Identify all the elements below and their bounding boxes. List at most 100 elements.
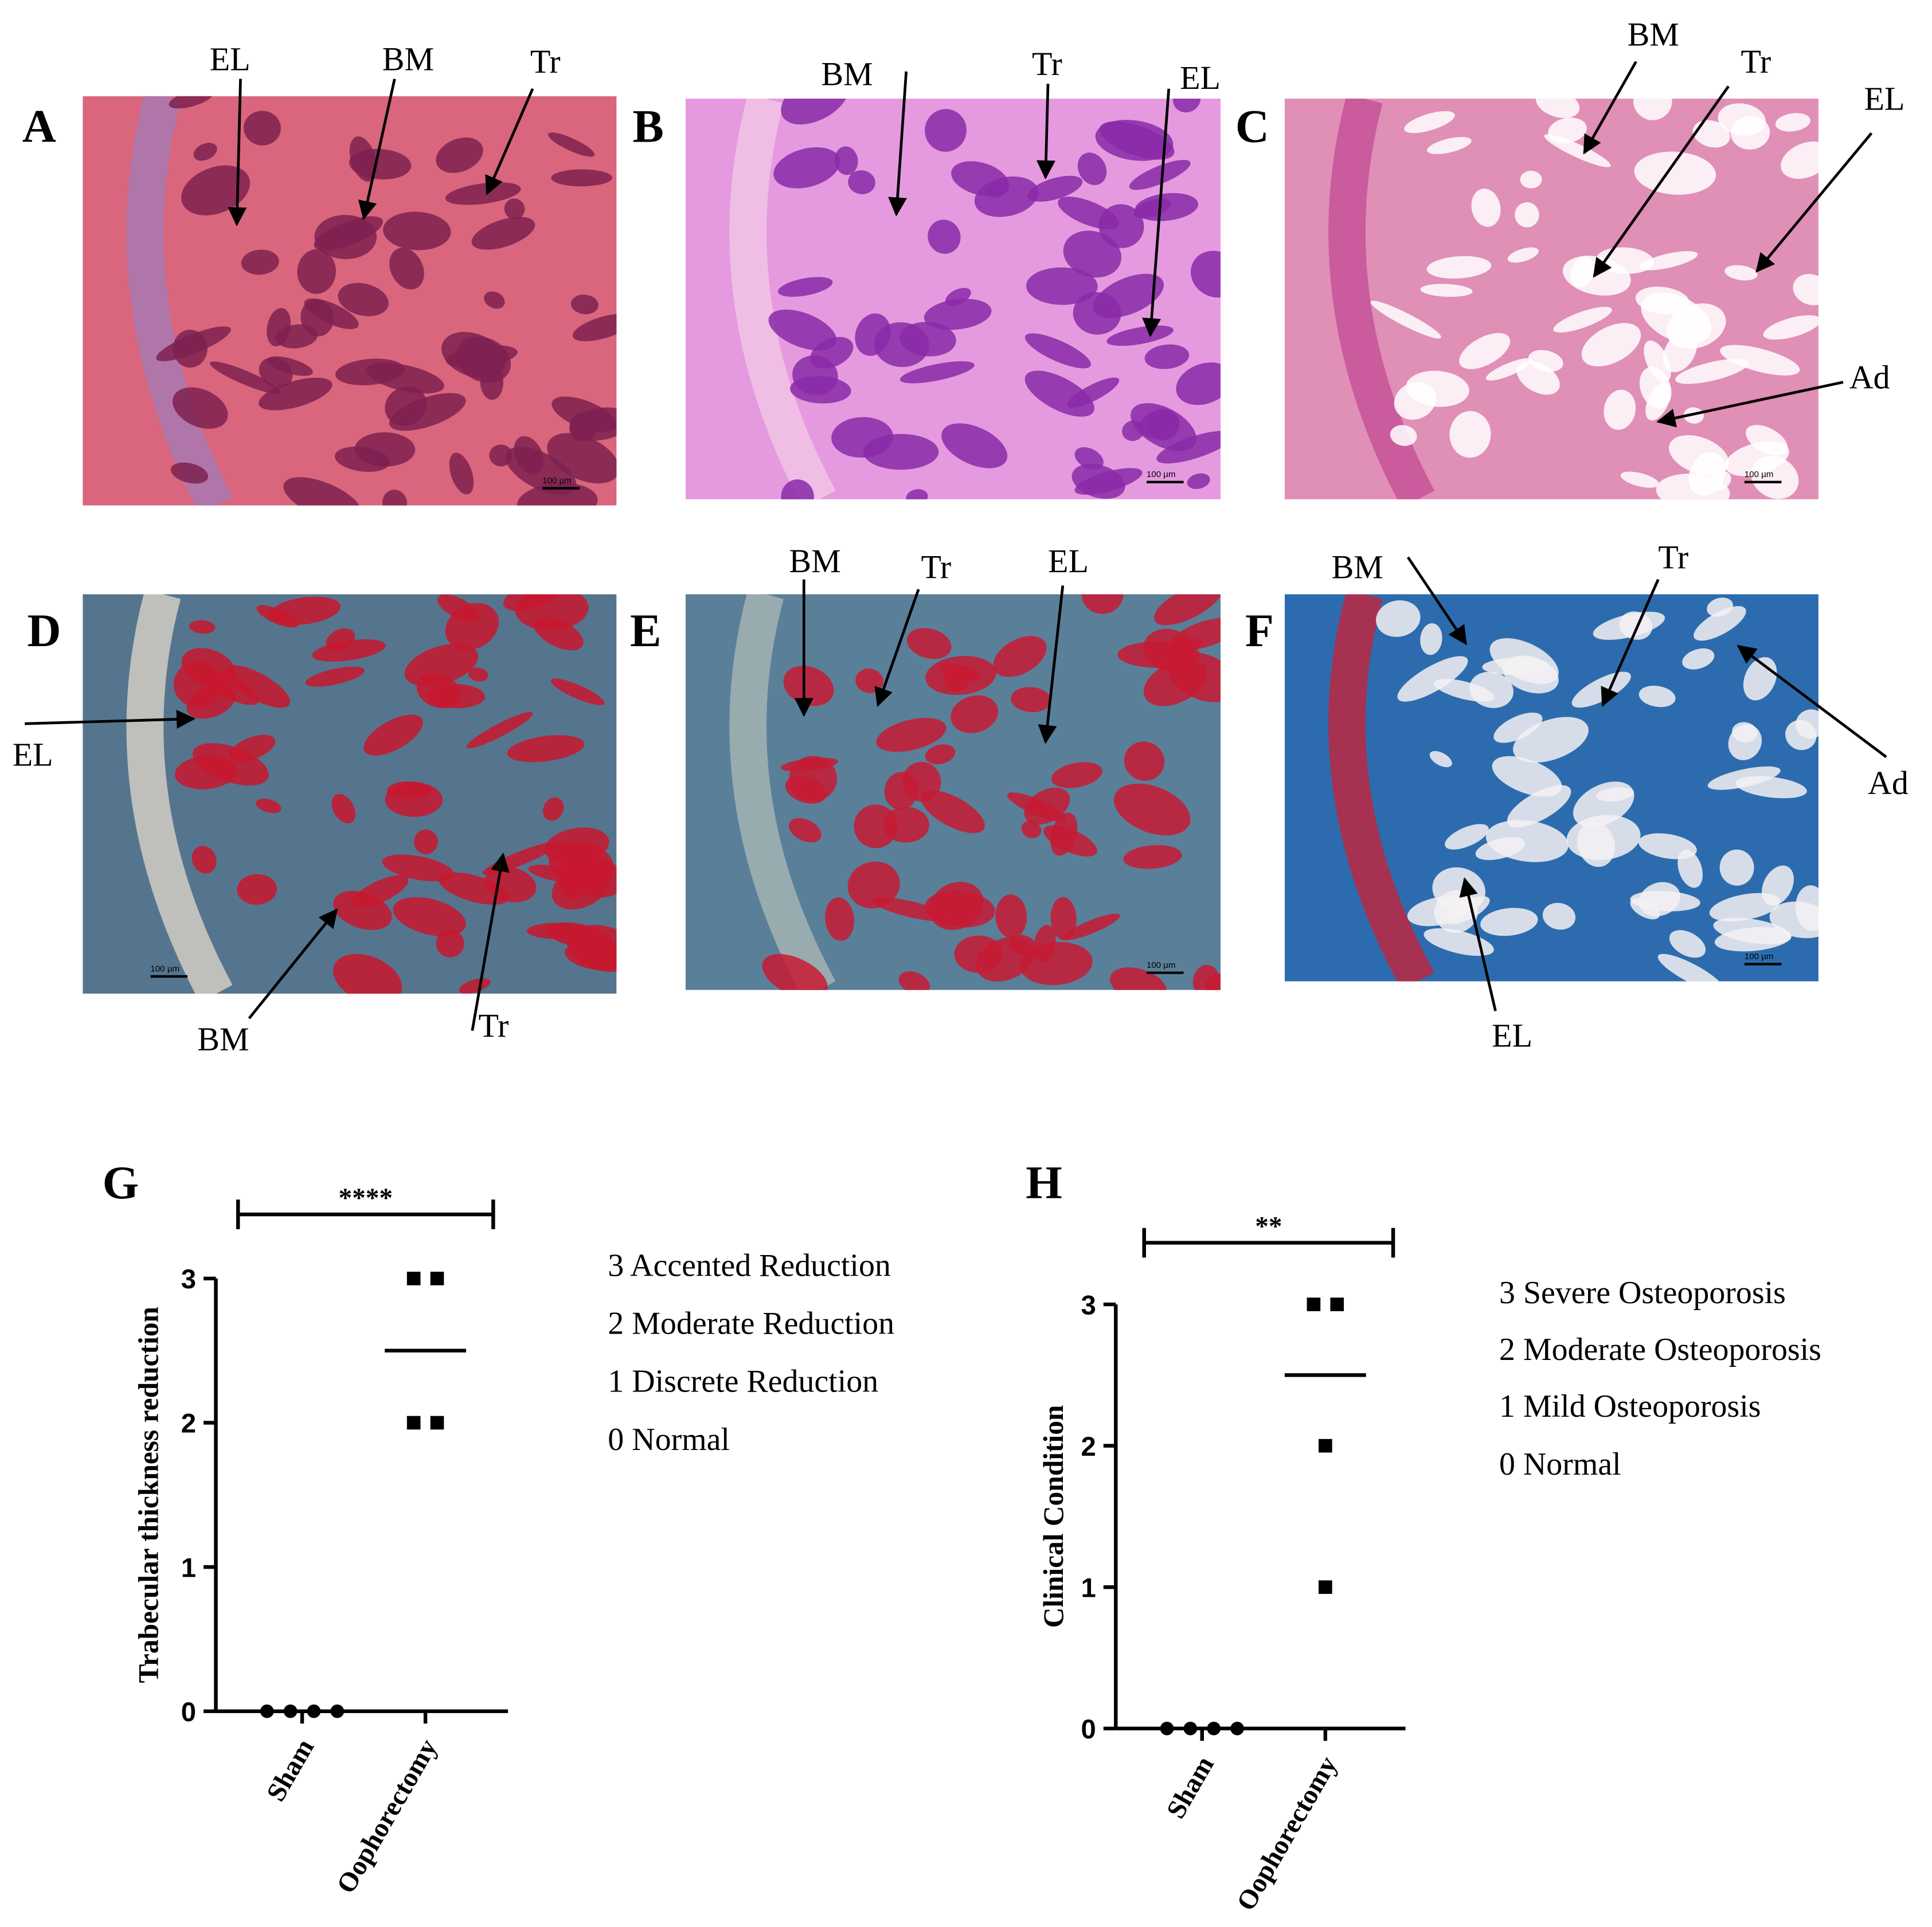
tissue-blob [225,665,291,708]
annotation: Tr [921,549,952,586]
tissue-blob [1427,136,1472,154]
arrow [1036,84,1056,179]
tissue-blob [334,446,390,472]
tissue-blob [1093,273,1164,318]
tissue-blob [780,757,838,772]
tissue-blob [503,594,567,611]
tissue-blob [441,331,506,379]
tissue-blob [1630,890,1700,912]
tissue-blob [1520,170,1542,189]
tissue-blob [1406,370,1469,407]
tissue-blob [899,322,956,357]
annotations: A EL BM Tr B BM Tr EL C BM Tr EL Ad D EL… [13,16,1908,1058]
key-entry: 1 Discrete Reduction [608,1364,878,1400]
key-entry: 3 Severe Osteoporosis [1499,1275,1786,1311]
y-tick-label: 1 [1081,1573,1096,1603]
tissue-blob [1683,407,1704,424]
annotation: Ad [1868,764,1908,802]
tissue-blob [1604,389,1636,430]
arrow [1593,85,1730,278]
tissue-blob [542,797,564,821]
tissue-blob [156,326,231,362]
chart: H 0 1 2 3 Clinical Condition Sham Oophorectomy *… [1026,1156,1821,1916]
tissue-blob [1129,159,1191,190]
tissue-blob [331,794,356,824]
annotation: Tr [1032,45,1062,83]
tissue-blob [789,376,851,404]
tissue-blob [312,639,386,662]
tissue-blob [1034,925,1056,963]
tissue-blob [237,874,277,905]
tissue-blob [1781,141,1818,179]
tissue-blob [1692,120,1730,148]
key-entry: 1 Mild Osteoporosis [1499,1389,1761,1424]
data-point [430,1416,444,1430]
tissue-blob [1507,785,1571,828]
tissue-blob [871,897,951,922]
tissue-blob [468,667,488,682]
tissue-blob [189,620,216,634]
data-point [1319,1439,1332,1453]
tissue-blob [300,299,334,337]
tissue-blob [1566,815,1641,860]
tissue-blob [1677,850,1703,888]
scale-bar-label: 100 µm [1745,952,1774,961]
tissue-blob [449,452,474,495]
tissue-blob [1445,824,1489,850]
tissue-blob [1548,118,1587,143]
tissue-blob [951,695,999,733]
tissue-band [126,594,233,994]
tissue-blob [768,309,837,351]
tissue-blob [267,308,291,347]
arrow [1406,556,1467,646]
tissue-blob [1423,928,1494,956]
tissue-blob [517,483,598,506]
tissue-blob [906,628,952,659]
tissue-blob [1433,678,1495,702]
tissue-blob [1489,638,1559,684]
y-axis-label: Trabecular thickness reduction [132,1307,164,1683]
histology-panel: 100 µm [1284,594,1818,982]
tissue-blob [1074,447,1104,470]
tissue-blob [1724,265,1758,281]
tissue-blob [762,954,828,990]
tissue-blob [533,616,584,651]
tissue-blob [941,423,1008,468]
arrow [228,79,247,226]
y-tick-label: 1 [181,1553,196,1583]
tissue-blob [1581,323,1641,367]
tissue-blob [1026,267,1098,305]
significance-label: ** [1255,1212,1282,1242]
scale-bar-label: 100 µm [1147,470,1175,479]
y-tick-label: 2 [181,1409,196,1439]
arrow [1459,877,1497,1011]
tissue-blob [1515,202,1539,228]
x-tick-label: Oophorectomy [331,1734,443,1898]
tissue-blob [382,490,408,506]
tissue-blob [1376,600,1421,637]
tissue-blob [1507,247,1539,263]
histology-panel: 100 µm [685,594,1221,990]
tissue-band [1328,594,1434,982]
data-point [1319,1580,1332,1594]
tissue-blob [825,897,854,941]
tissue-blob [834,146,858,175]
tissue-blob [385,386,427,426]
tissue-blob [1146,408,1180,441]
tissue-blob [241,249,279,275]
annotation: BM [789,542,840,580]
arrow [1038,585,1065,744]
tissue-blob [559,855,617,898]
tissue-blob [1641,292,1712,344]
tissue-blob [1644,340,1671,382]
tissue-blob [1493,712,1543,743]
tissue-blob [333,953,402,994]
tissue-blob [1638,833,1697,859]
tissue-blob [1397,656,1468,702]
tissue-blob [1420,284,1473,297]
tissue-blob [193,143,217,161]
tissue-blob [925,744,956,765]
tissue-blob [1709,893,1781,921]
tissue-blob [788,818,822,843]
annotation: EL [1492,1017,1532,1054]
